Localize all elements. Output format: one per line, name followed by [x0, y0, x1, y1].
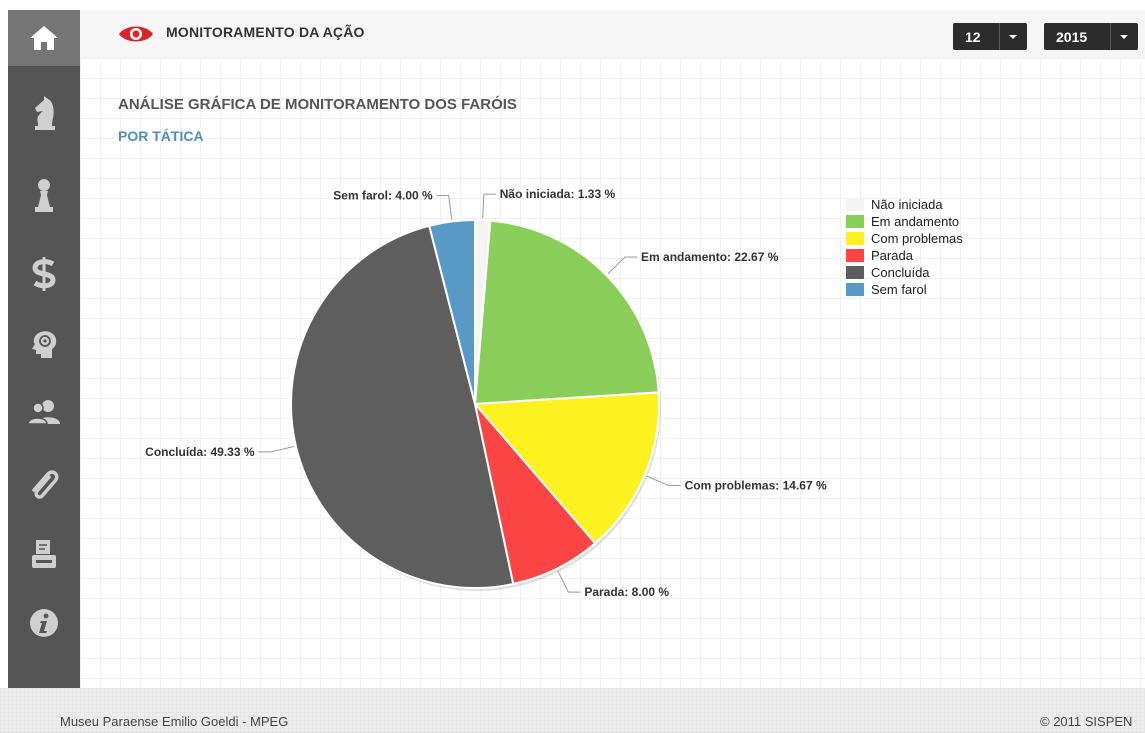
legend-label-com-problemas[interactable]: Com problemas [871, 231, 963, 246]
data-label-com-problemas: Com problemas: 14.67 % [685, 478, 827, 492]
header-bar: MONITORAMENTO DA AÇÃO 12 2015 [80, 10, 1145, 58]
legend-label-nao-iniciada[interactable]: Não iniciada [871, 197, 943, 212]
data-label-nao-iniciada: Não iniciada: 1.33 % [500, 187, 616, 201]
legend-swatch-sem-farol [846, 283, 864, 296]
legend-label-sem-farol[interactable]: Sem farol [871, 282, 927, 297]
month-select[interactable]: 12 [953, 23, 1027, 50]
sidebar-item-estrategia[interactable] [8, 85, 80, 141]
legend-swatch-concluida [846, 266, 864, 279]
footer: Museu Paraense Emilio Goeldi - MPEG © 20… [0, 688, 1145, 733]
legend-label-parada[interactable]: Parada [871, 248, 914, 263]
sidebar-item-conhecimento[interactable] [8, 316, 80, 372]
dollar-icon [32, 257, 56, 291]
chart-title: ANÁLISE GRÁFICA DE MONITORAMENTO DOS FAR… [118, 96, 517, 113]
pie-slice-com-problemas[interactable] [472, 391, 660, 545]
paperclip-icon [32, 470, 59, 499]
pie-slice-sem-farol[interactable] [428, 218, 476, 405]
eye-icon [119, 26, 153, 42]
chart-subtitle: POR TÁTICA [118, 128, 204, 144]
chevron-down-icon [1009, 35, 1017, 39]
sidebar-nav [8, 10, 80, 688]
chevron-down-icon [1120, 35, 1128, 39]
knight-icon [35, 96, 55, 130]
pie-slice-em-andamento[interactable] [473, 219, 660, 406]
pawn-icon [35, 179, 53, 212]
data-label-parada: Parada: 8.00 % [584, 585, 669, 599]
footer-institution: Museu Paraense Emilio Goeldi - MPEG [60, 714, 289, 729]
page-title: MONITORAMENTO DA AÇÃO [166, 24, 365, 40]
leader-line-parada [557, 570, 581, 593]
legend-swatch-parada [846, 249, 864, 262]
sidebar-item-tatica[interactable] [8, 168, 80, 224]
sidebar-item-financeiro[interactable] [8, 246, 80, 302]
year-select-divider [1110, 23, 1111, 50]
pie-slice-parada[interactable] [474, 403, 597, 586]
info-icon [30, 609, 58, 637]
legend-label-em-andamento[interactable]: Em andamento [871, 214, 959, 229]
chart-panel: ANÁLISE GRÁFICA DE MONITORAMENTO DOS FAR… [80, 58, 1145, 688]
sidebar-item-usuarios[interactable] [8, 384, 80, 440]
legend-swatch-com-problemas [846, 232, 864, 245]
leader-line-em-andamento [607, 256, 638, 275]
footer-copyright: © 2011 SISPEN [1040, 714, 1133, 729]
home-icon [30, 26, 58, 50]
sidebar-item-anexos[interactable] [8, 457, 80, 513]
pie-slice-concluida[interactable] [290, 224, 515, 589]
sidebar-item-imprimir[interactable] [8, 527, 80, 583]
leader-line-nao-iniciada [482, 193, 496, 219]
data-label-sem-farol: Sem farol: 4.00 % [333, 189, 433, 203]
year-select-value: 2015 [1056, 29, 1088, 45]
leader-line-concluida [258, 445, 295, 453]
month-select-divider [999, 23, 1000, 50]
pie-chart: Não iniciada: 1.33 % Em andamento: 22.67 … [145, 187, 963, 599]
month-select-value: 12 [965, 29, 981, 45]
data-label-em-andamento: Em andamento: 22.67 % [641, 250, 779, 264]
year-select[interactable]: 2015 [1044, 23, 1138, 50]
sidebar-item-home[interactable] [8, 10, 80, 66]
legend-swatch-em-andamento [846, 215, 864, 228]
leader-line-com-problemas [646, 475, 681, 486]
legend-swatch-nao-iniciada [846, 198, 864, 211]
brain-icon [32, 331, 57, 358]
users-icon [27, 400, 60, 425]
data-label-concluida: Concluída: 49.33 % [145, 445, 255, 459]
printer-icon [32, 540, 56, 568]
legend-label-concluida[interactable]: Concluída [871, 265, 930, 280]
sidebar-item-info[interactable] [8, 595, 80, 651]
leader-line-sem-farol [436, 195, 453, 220]
